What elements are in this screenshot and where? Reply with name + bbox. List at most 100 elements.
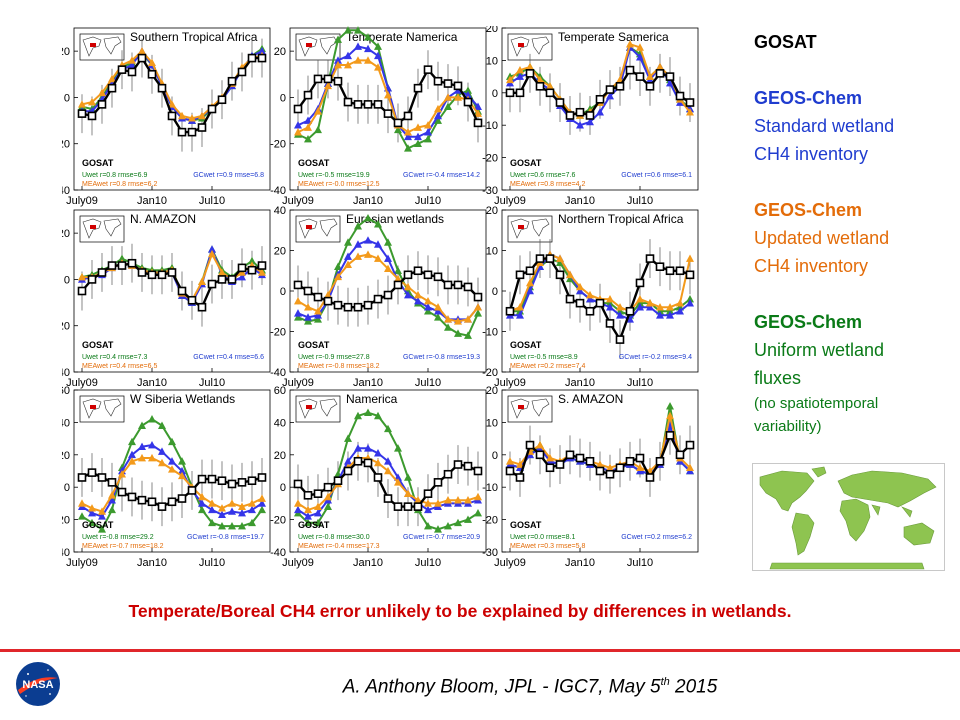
gosat-marker (413, 502, 423, 511)
gosat-marker (413, 83, 423, 93)
gosat-marker (237, 478, 247, 487)
model-marker (383, 466, 393, 475)
model-marker (313, 107, 323, 115)
model-marker (77, 512, 87, 520)
gosat-marker (187, 127, 197, 137)
gosat-marker (675, 91, 685, 101)
model-marker (585, 294, 595, 303)
model-marker (635, 463, 645, 472)
gosat-marker (453, 81, 463, 91)
model-marker (393, 125, 403, 134)
model-marker (313, 502, 323, 510)
gosat-marker (645, 82, 655, 91)
gosat-marker (423, 270, 433, 280)
model-marker (303, 123, 313, 131)
stats-meawet: MEAwet r=0.3 rmse=5.8 (510, 543, 585, 550)
ytick-label: 20 (486, 26, 498, 35)
legend-standard-line3: CH4 inventory (754, 144, 869, 164)
gosat-marker (177, 286, 187, 296)
gosat-marker (137, 495, 147, 505)
gosat-marker (525, 69, 535, 78)
gosat-marker (293, 280, 303, 290)
model-marker (207, 499, 217, 507)
model-marker (655, 311, 665, 319)
xtick-label: July09 (494, 557, 526, 569)
model-marker (217, 521, 227, 530)
gosat-marker (197, 302, 207, 312)
model-marker (323, 492, 333, 501)
model-marker (117, 470, 127, 478)
model-marker (177, 471, 187, 480)
model-marker (615, 303, 625, 311)
stats-uwet: Uwet r=0.6 rmse=7.6 (510, 172, 575, 179)
model-marker (97, 88, 107, 97)
model-marker (473, 109, 483, 117)
model-marker (605, 91, 615, 100)
model-marker (303, 303, 313, 311)
gosat-marker (665, 72, 675, 81)
gosat-marker (665, 431, 675, 440)
model-marker (157, 421, 167, 429)
gosat-marker (127, 67, 137, 77)
ytick-label: 40 (274, 417, 286, 429)
model-marker (453, 496, 463, 504)
model-marker (323, 81, 333, 90)
model-marker (293, 313, 303, 321)
model-marker (107, 491, 117, 499)
ytick-label: 0 (64, 482, 70, 494)
gosat-marker (525, 266, 535, 276)
panel-title: Eurasian wetlands (346, 212, 444, 226)
model-marker (433, 313, 443, 321)
gosat-marker (247, 53, 257, 63)
region-highlight (90, 225, 96, 229)
gosat-marker (383, 109, 393, 118)
model-marker (237, 508, 247, 517)
model-marker (373, 449, 383, 457)
model-marker (343, 434, 353, 442)
stats-uwet: Uwet r=-0.5 rmse=19.9 (298, 172, 370, 179)
gosat-marker (117, 261, 127, 270)
ytick-label: 0 (280, 482, 286, 494)
gosat-marker (117, 487, 127, 497)
model-marker (645, 72, 655, 80)
stats-meawet: MEAwet r=-0.4 rmse=17.3 (298, 543, 380, 550)
gosat-marker (685, 98, 695, 107)
stats-meawet: MEAwet r=0.2 rmse=7.4 (510, 363, 585, 370)
legend-updated-title: GEOS-Chem (754, 200, 863, 220)
model-marker (555, 254, 565, 262)
model-marker (383, 238, 393, 246)
model-marker (257, 505, 267, 514)
ytick-label: -10 (482, 482, 498, 494)
gosat-marker (615, 82, 625, 91)
model-marker (107, 74, 117, 83)
panel-2: -30 -20 -10 0 10 20 July09 Jan10 Jul10 Temperate … (482, 26, 699, 207)
stats-gcwet: GCwet r=-0.8 rmse=19.7 (187, 534, 264, 541)
gosat-marker (555, 270, 565, 280)
gosat-marker (605, 469, 615, 479)
gosat-marker (343, 302, 353, 312)
model-marker (257, 499, 267, 507)
gosat-marker (87, 111, 97, 121)
inset-map-frame (79, 215, 125, 243)
gosat-marker (505, 306, 515, 316)
xtick-label: Jul10 (199, 195, 225, 207)
gosat-marker (217, 476, 227, 486)
gosat-marker (293, 104, 303, 114)
gosat-marker (187, 486, 197, 495)
stats-gosat: GOSAT (298, 158, 330, 168)
model-marker (423, 505, 433, 514)
gosat-marker (77, 286, 87, 296)
ytick-label: 20 (274, 450, 286, 462)
model-marker (363, 408, 373, 416)
model-marker (207, 518, 217, 527)
model-marker (403, 128, 413, 136)
model-marker (137, 442, 147, 450)
xtick-label: Jul10 (627, 377, 653, 389)
gosat-marker (473, 466, 483, 476)
model-marker (635, 294, 645, 303)
model-marker (413, 296, 423, 305)
xtick-label: July09 (66, 557, 98, 569)
ytick-label: 60 (62, 385, 70, 397)
model-marker (97, 525, 107, 533)
gosat-marker (565, 111, 575, 120)
